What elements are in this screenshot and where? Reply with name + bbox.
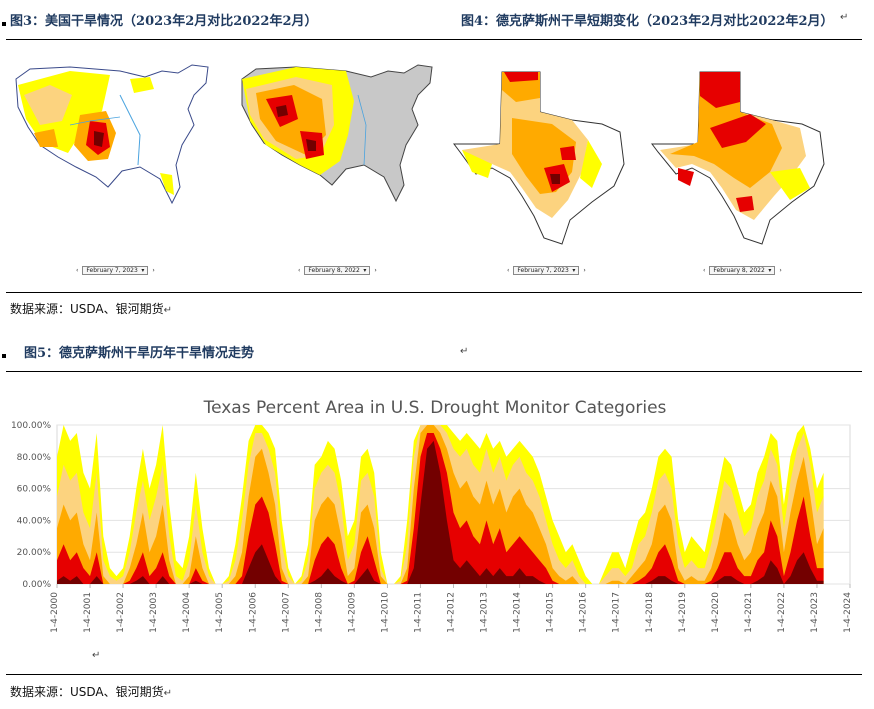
divider (6, 292, 862, 293)
date-value: February 7, 2023 (517, 267, 569, 274)
texas-drought-map-2023 (453, 71, 625, 245)
map-d2-region (34, 129, 58, 147)
chevron-left-icon[interactable]: ‹ (76, 267, 79, 274)
x-tick-label: 1-4-2001 (83, 592, 93, 633)
map-d4-region (550, 174, 560, 184)
x-tick-label: 1-4-2023 (810, 592, 820, 633)
river (357, 94, 367, 166)
paragraph-mark: ↵ (460, 346, 469, 357)
x-tick-label: 1-4-2012 (447, 592, 457, 633)
paragraph-mark: ↵ (163, 305, 173, 316)
x-tick-label: 1-4-2019 (678, 592, 688, 633)
map-d4-region (276, 105, 288, 117)
x-tick-label: 1-4-2004 (182, 592, 192, 633)
fig5-title: 图5：德克萨斯州干旱历年干旱情况走势 (24, 346, 255, 361)
x-tick-label: 1-4-2007 (281, 592, 291, 633)
y-tick-label: 20.00% (17, 548, 52, 558)
x-tick-label: 1-4-2022 (777, 592, 787, 633)
x-axis-ticks: 1-4-2000 1-4-2001 1-4-2002 1-4-2003 1-4-2004… (50, 584, 853, 633)
river (69, 116, 121, 126)
us-drought-map-2023 (15, 64, 209, 205)
map-d4-region (306, 139, 316, 151)
texas-drought-area-chart: Texas Percent Area in U.S. Drought Monit… (11, 398, 853, 633)
x-tick-label: 1-4-2006 (248, 592, 258, 633)
map-d3-region (736, 196, 754, 212)
source-note: 数据来源：USDA、银河期货↵ (10, 683, 172, 700)
y-tick-label: 60.00% (17, 485, 52, 495)
paragraph-mark: ↵ (92, 650, 101, 661)
y-tick-label: 100.00% (11, 421, 51, 431)
date-value: February 7, 2023 (86, 267, 138, 274)
x-tick-label: 1-4-2009 (347, 592, 357, 633)
x-tick-label: 1-4-2013 (480, 592, 490, 633)
chevron-down-icon[interactable]: ▾ (363, 267, 367, 274)
paragraph-mark: ↵ (840, 12, 849, 23)
x-tick-label: 1-4-2014 (513, 592, 523, 633)
y-tick-label: 0.00% (22, 580, 51, 590)
source-text: 数据来源：USDA、银河期货 (10, 302, 164, 316)
chevron-right-icon[interactable]: › (583, 267, 586, 274)
x-tick-label: 1-4-2000 (50, 592, 60, 633)
chevron-down-icon[interactable]: ▾ (141, 267, 145, 274)
x-tick-label: 1-4-2011 (413, 592, 423, 633)
map-d0-region (130, 77, 154, 93)
chevron-down-icon[interactable]: ▾ (768, 267, 772, 274)
bullet-marker (2, 354, 6, 358)
map-d0-region (462, 150, 492, 178)
texas-drought-map-2022 (651, 71, 825, 245)
fig3-title: 图3：美国干旱情况（2023年2月对比2022年2月） (10, 14, 318, 29)
x-tick-label: 1-4-2005 (215, 592, 225, 633)
source-note: 数据来源：USDA、银河期货↵ (10, 300, 172, 317)
map-d3-region (700, 72, 740, 108)
chevron-left-icon[interactable]: ‹ (298, 267, 301, 274)
x-tick-label: 1-4-2016 (579, 592, 589, 633)
paragraph-mark: ↵ (163, 688, 173, 699)
map-d1-region (24, 85, 72, 125)
fig4-title: 图4：德克萨斯州干旱短期变化（2023年2月对比2022年2月） (461, 14, 834, 29)
bullet-marker (2, 22, 6, 26)
x-tick-label: 1-4-2017 (612, 592, 622, 633)
map-d4-region (94, 131, 104, 147)
date-selector-us-2022[interactable]: ‹ February 8, 2022 ▾ › (298, 266, 377, 275)
map-d3-region (504, 72, 538, 82)
map-d0-region (580, 140, 602, 188)
chevron-down-icon[interactable]: ▾ (572, 267, 576, 274)
x-tick-label: 1-4-2008 (314, 592, 324, 633)
date-value: February 8, 2022 (713, 267, 765, 274)
chevron-right-icon[interactable]: › (374, 267, 377, 274)
drought-areas (57, 425, 824, 584)
chevron-right-icon[interactable]: › (779, 267, 782, 274)
us-drought-map-2022 (241, 64, 433, 203)
chart-title: Texas Percent Area in U.S. Drought Monit… (203, 398, 667, 418)
x-tick-label: 1-4-2020 (711, 592, 721, 633)
area-series-d4 (57, 440, 824, 584)
map-d3-region (560, 146, 576, 160)
y-axis-ticks: 0.00% 20.00% 40.00% 60.00% 80.00% 100.00% (11, 421, 51, 590)
y-tick-label: 80.00% (17, 453, 52, 463)
chevron-left-icon[interactable]: ‹ (703, 267, 706, 274)
map-d0-region (770, 168, 810, 200)
date-value: February 8, 2022 (308, 267, 360, 274)
chevron-right-icon[interactable]: › (152, 267, 155, 274)
river (119, 94, 141, 166)
chevron-left-icon[interactable]: ‹ (507, 267, 510, 274)
source-text: 数据来源：USDA、银河期货 (10, 685, 164, 699)
x-tick-label: 1-4-2002 (116, 592, 126, 633)
map-d0-region (160, 173, 174, 195)
date-selector-tx-2023[interactable]: ‹ February 7, 2023 ▾ › (507, 266, 586, 275)
map-d3-region (678, 168, 694, 186)
x-tick-label: 1-4-2015 (546, 592, 556, 633)
x-tick-label: 1-4-2003 (149, 592, 159, 633)
y-tick-label: 40.00% (17, 516, 52, 526)
date-selector-us-2023[interactable]: ‹ February 7, 2023 ▾ › (76, 266, 155, 275)
x-tick-label: 1-4-2018 (645, 592, 655, 633)
divider (6, 371, 862, 372)
x-tick-label: 1-4-2021 (744, 592, 754, 633)
date-selector-tx-2022[interactable]: ‹ February 8, 2022 ▾ › (703, 266, 782, 275)
divider (6, 39, 862, 40)
map-d3-region (710, 114, 766, 148)
x-tick-label: 1-4-2010 (380, 592, 390, 633)
divider (6, 674, 862, 675)
x-tick-label: 1-4-2024 (843, 592, 853, 633)
